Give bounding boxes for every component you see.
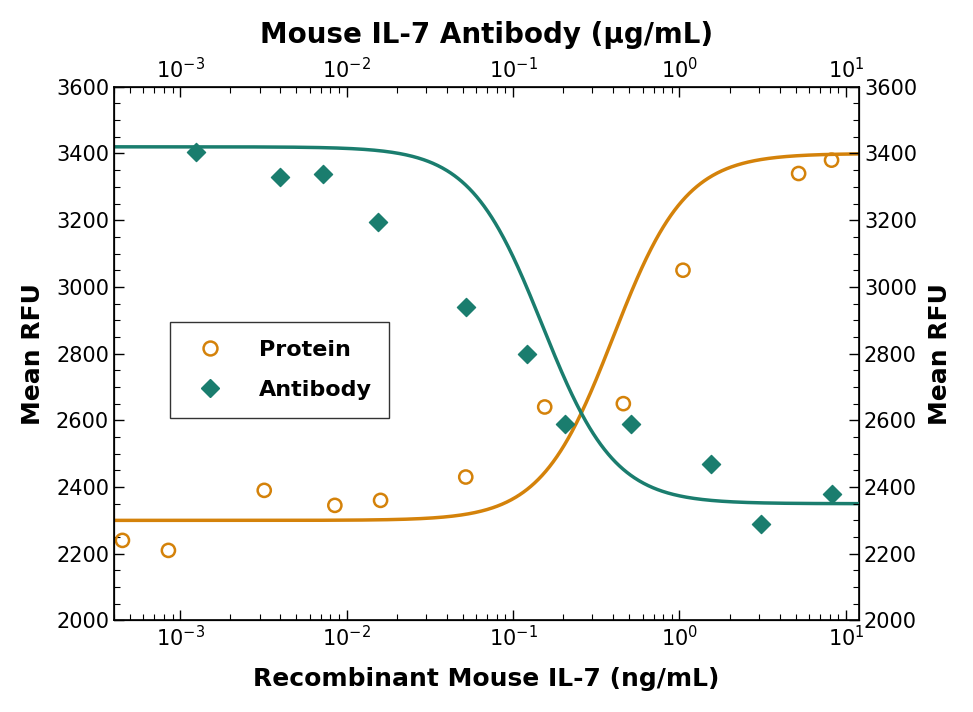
Point <box>115 535 130 546</box>
Point <box>791 168 807 179</box>
Point <box>825 488 841 499</box>
Point <box>703 458 719 469</box>
Y-axis label: Mean RFU: Mean RFU <box>928 283 953 424</box>
Point <box>327 500 342 511</box>
Point <box>537 402 553 413</box>
Legend: Protein, Antibody: Protein, Antibody <box>169 322 389 417</box>
Point <box>161 545 176 556</box>
Point <box>520 348 535 360</box>
Point <box>257 485 272 496</box>
Point <box>824 155 840 166</box>
Y-axis label: Mean RFU: Mean RFU <box>20 283 45 424</box>
Point <box>373 495 388 506</box>
Point <box>675 265 691 276</box>
Point <box>272 171 288 182</box>
Point <box>458 471 474 483</box>
Point <box>189 146 204 157</box>
X-axis label: Mouse IL-7 Antibody (μg/mL): Mouse IL-7 Antibody (μg/mL) <box>260 21 713 49</box>
Point <box>558 418 573 429</box>
Point <box>371 216 386 228</box>
Point <box>753 518 769 530</box>
Point <box>458 301 474 313</box>
Point <box>623 418 638 429</box>
Point <box>315 168 331 179</box>
X-axis label: Recombinant Mouse IL-7 (ng/mL): Recombinant Mouse IL-7 (ng/mL) <box>253 667 720 691</box>
Point <box>616 398 631 409</box>
